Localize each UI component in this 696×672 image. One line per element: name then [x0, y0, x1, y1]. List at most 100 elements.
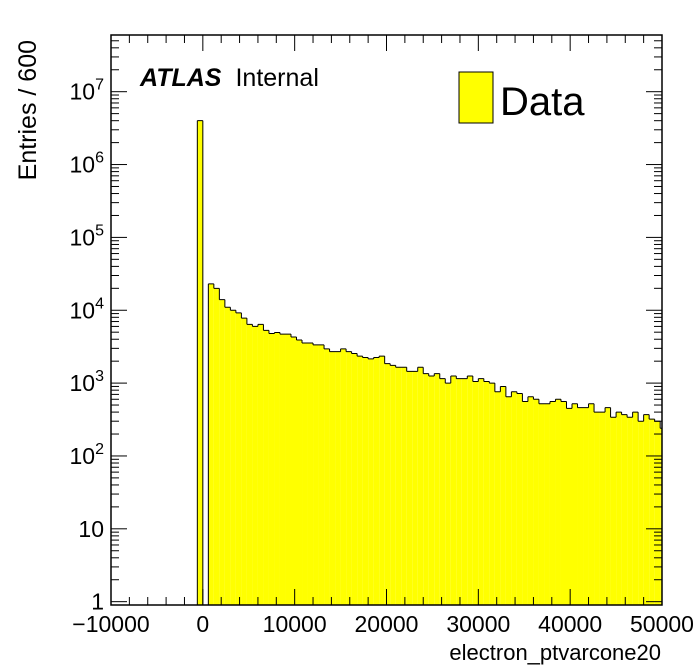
y-tick-label: 105 [70, 222, 105, 250]
histogram-bar [368, 358, 374, 605]
histogram-bar [549, 401, 556, 605]
x-tick-label: 20000 [355, 611, 419, 637]
histogram-bar [654, 421, 661, 605]
histogram-bar [406, 371, 413, 605]
x-tick-label: 10000 [263, 611, 327, 637]
y-tick-label: 104 [70, 295, 105, 323]
histogram-bar [263, 330, 269, 605]
histogram-bar [412, 371, 418, 605]
histogram-bar [252, 326, 258, 605]
histogram-bar [566, 408, 573, 605]
histogram-bar [616, 412, 622, 605]
y-tick-label-exponent: 6 [95, 150, 104, 167]
x-tick-label: 50000 [630, 611, 694, 637]
histogram-bar [450, 376, 457, 605]
atlas-label-bold: ATLAS [139, 64, 222, 92]
histogram-bar [351, 353, 358, 605]
histogram-bar [605, 407, 611, 605]
histogram-bar [428, 376, 435, 605]
histogram-bar [307, 343, 314, 605]
y-tick-label-base: 10 [70, 443, 96, 469]
y-tick-label-base: 10 [70, 370, 96, 396]
histogram-outline-path [196, 120, 663, 606]
histogram-bar [439, 378, 446, 605]
histogram-bar [324, 348, 330, 605]
histogram-bar [456, 378, 462, 605]
histogram-bar [577, 407, 584, 605]
histogram-bar [290, 336, 297, 605]
histogram-bar [599, 412, 606, 605]
histogram-bar [279, 334, 286, 605]
histogram-bar [340, 348, 347, 605]
histogram-bar [445, 383, 451, 605]
y-tick-label-base: 10 [70, 79, 96, 105]
x-tick-label: −10000 [72, 611, 149, 637]
histogram-bar [302, 343, 308, 605]
histogram-bar [357, 356, 363, 605]
x-tick-label: 0 [196, 611, 209, 637]
histogram-bar [268, 333, 275, 605]
histogram-bar [346, 351, 352, 605]
legend-swatch [458, 71, 494, 124]
histogram-bar [401, 367, 407, 605]
histogram-bar [467, 376, 473, 605]
histogram-bar [197, 120, 203, 605]
histogram-bar [395, 367, 402, 605]
histogram-bar [522, 401, 528, 605]
histogram-bar [318, 344, 325, 605]
histogram-bar [610, 417, 617, 605]
atlas-label-normal: Internal [235, 64, 318, 92]
y-tick-label-base: 10 [78, 516, 104, 542]
histogram-bar [638, 421, 644, 605]
histogram-bar [219, 299, 225, 605]
histogram-bar [384, 363, 391, 605]
histogram-bar [533, 399, 539, 605]
histogram-bar [246, 324, 253, 605]
histogram-bar [296, 340, 303, 605]
histogram-bar [329, 351, 336, 605]
histogram-bar [224, 307, 231, 605]
histogram-bar [241, 318, 247, 605]
histogram-bar [434, 373, 440, 605]
y-tick-label-base: 1 [91, 589, 104, 615]
histogram-bar [572, 403, 578, 605]
y-tick-label: 107 [70, 77, 105, 105]
histogram-bar [649, 419, 655, 605]
histogram-outline [196, 120, 663, 606]
y-tick-label-exponent: 4 [95, 295, 104, 312]
histogram-bar [235, 312, 242, 605]
histogram-bar [511, 391, 517, 605]
histogram-bar [560, 401, 567, 605]
histogram-bar [500, 386, 506, 605]
x-axis-label: electron_ptvarcone20 [449, 640, 661, 665]
histogram-bar [643, 414, 650, 605]
x-axis-ticks: −10000 0 10000 20000 30000 40000 50000 [72, 35, 694, 637]
histogram-bar [632, 412, 639, 605]
histogram-bar [594, 412, 600, 605]
histogram-bar [213, 288, 220, 605]
y-tick-label-base: 10 [70, 224, 96, 250]
histogram-bar [472, 381, 479, 605]
histogram-bar [379, 356, 385, 605]
y-tick-label-exponent: 3 [95, 368, 104, 385]
y-tick-label-base: 10 [70, 297, 96, 323]
histogram-bar [538, 403, 545, 605]
histogram-bar [362, 357, 369, 605]
histogram-bar [660, 428, 662, 605]
histogram-bar [390, 365, 396, 605]
histogram-bar [478, 378, 484, 605]
histogram-bar [489, 383, 495, 605]
y-tick-label: 106 [70, 150, 105, 178]
histogram-bar [583, 407, 589, 605]
legend-label: Data [500, 80, 585, 124]
histogram-bar [274, 332, 280, 605]
histogram-bar [335, 351, 341, 605]
histogram-bar [516, 393, 523, 605]
histogram-bars [197, 120, 662, 605]
y-tick-label-exponent: 5 [95, 222, 104, 239]
x-tick-label: 30000 [446, 611, 510, 637]
y-tick-label-exponent: 2 [95, 441, 104, 458]
histogram-bar [423, 373, 429, 605]
histogram-bar [621, 414, 628, 605]
